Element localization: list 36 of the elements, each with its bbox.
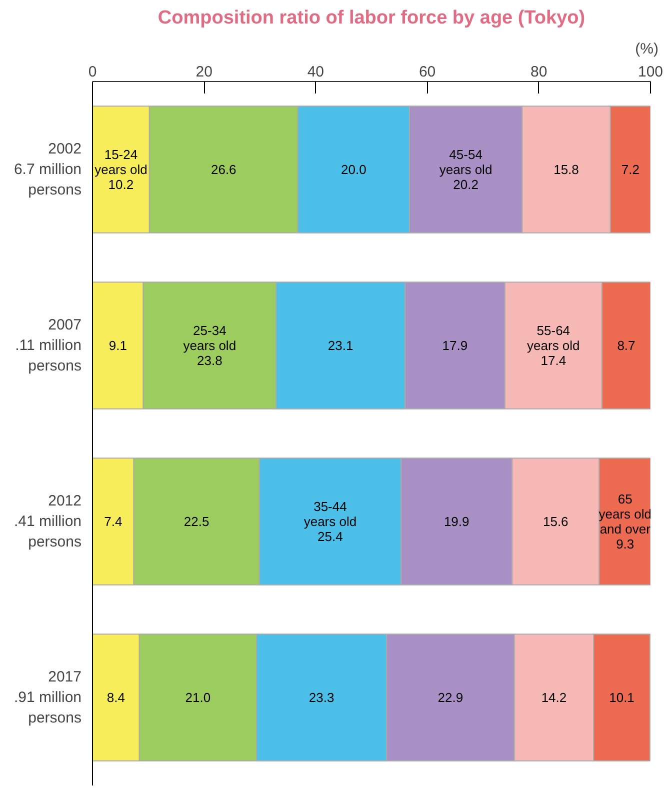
data-label: 21.0 [185, 690, 211, 705]
data-label: 8.4 [106, 690, 125, 705]
y-tick-label: 2017 .91 million persons [14, 668, 82, 726]
y-tick-label: 2002 6.7 million persons [14, 140, 82, 198]
data-label: 7.4 [104, 514, 122, 529]
x-tick-label: 100 [638, 64, 664, 80]
data-label: 14.2 [541, 690, 567, 705]
data-label: 17.9 [442, 338, 468, 353]
data-label: 7.2 [621, 162, 640, 177]
data-label: 10.1 [609, 690, 634, 705]
data-label: 15.6 [542, 514, 568, 529]
x-tick-label: 60 [418, 64, 436, 80]
data-label: 22.9 [438, 690, 464, 705]
chart-title: Composition ratio of labor force by age (Tokyo) [158, 8, 586, 28]
data-label: 15-24 years old 10.2 [94, 147, 148, 192]
data-label: 20.0 [340, 162, 366, 177]
x-tick-label: 40 [307, 64, 324, 80]
x-axis-title: (%) [635, 40, 659, 58]
x-tick-label: 20 [196, 64, 212, 80]
y-tick-label: 2007 .11 million persons [15, 316, 82, 374]
data-label: 23.1 [328, 338, 354, 353]
data-label: 26.6 [210, 162, 236, 177]
data-label: 8.7 [617, 338, 636, 353]
data-label: 35-44 years old 25.4 [304, 499, 357, 544]
data-label: 55-64 years old 17.4 [527, 323, 580, 368]
data-label: 65 years old and over 9.3 [598, 492, 652, 552]
x-tick-label: 0 [88, 64, 97, 80]
data-label: 19.9 [444, 514, 470, 529]
data-label: 45-54 years old 20.2 [439, 147, 492, 192]
data-label: 9.1 [108, 338, 127, 353]
data-label: 25-34 years old 23.8 [183, 323, 236, 368]
x-tick-label: 80 [530, 64, 548, 80]
data-label: 23.3 [308, 690, 334, 705]
data-label: 22.5 [184, 514, 210, 529]
y-tick-label: 2012 .41 million persons [14, 492, 82, 550]
data-label: 15.8 [554, 162, 579, 177]
